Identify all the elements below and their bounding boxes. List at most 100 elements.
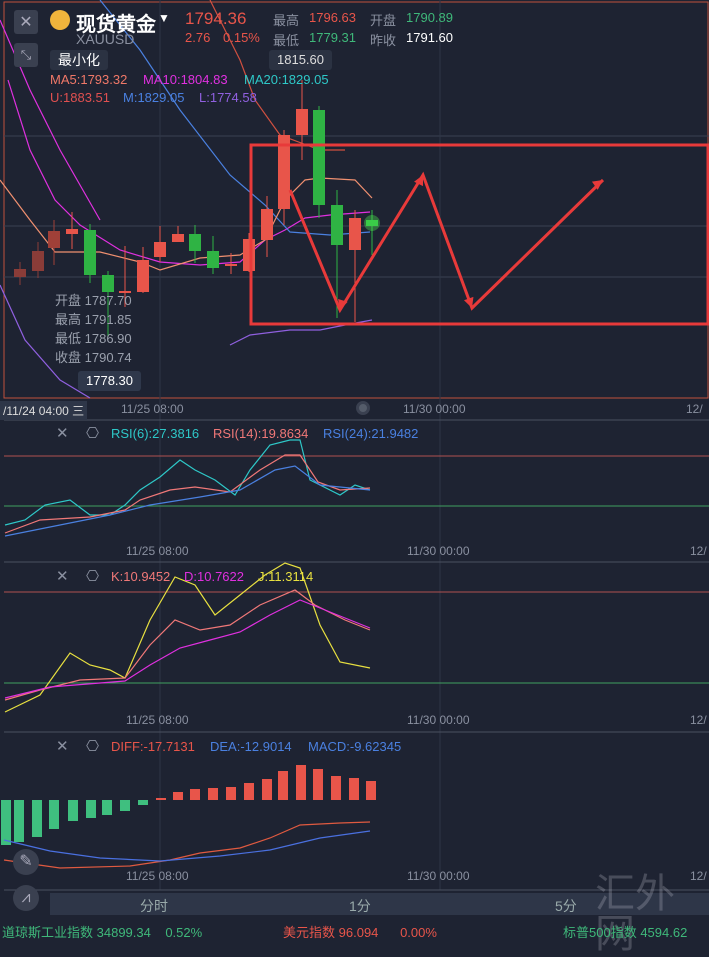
macd-histogram-bar: [262, 779, 272, 800]
macd-histogram-bar: [349, 778, 359, 800]
ohlc-low: 1786.90: [84, 331, 132, 346]
candle: [137, 260, 149, 292]
change-pct: 0.15%: [223, 30, 260, 45]
macd-histogram-bar: [208, 788, 218, 800]
candle: [278, 135, 290, 209]
low-label: 最低: [273, 33, 300, 48]
rsi24-value: RSI(24):21.9482: [323, 426, 419, 441]
settings-macd-icon[interactable]: ⎔: [86, 738, 100, 755]
macd-histogram-bar: [120, 800, 130, 811]
k-line: [4, 589, 371, 701]
macd-histogram-bar: [244, 783, 254, 800]
chart-line-icon: ⩘: [21, 889, 31, 906]
macd-histogram-bar: [278, 771, 288, 800]
kline-chart[interactable]: [0, 0, 709, 933]
settings-rsi-icon[interactable]: ⎔: [86, 425, 100, 442]
macd-histogram-bar: [68, 800, 78, 821]
prev-close-value: 1791.60: [406, 30, 453, 45]
time-label: 11/25 08:00: [126, 713, 189, 727]
close-kdj-icon[interactable]: ✕: [56, 568, 69, 585]
high-value: 1796.63: [309, 10, 356, 25]
scroll-handle[interactable]: [356, 401, 370, 415]
candle: [207, 251, 219, 268]
diff-value: DIFF:-17.7131: [111, 739, 195, 754]
j-line: [4, 562, 371, 713]
boll-lower-line: [0, 284, 91, 399]
time-label: 12/: [690, 713, 707, 727]
macd-histogram-bar: [14, 800, 24, 842]
period-tab[interactable]: 1分: [349, 898, 371, 914]
minimize-button[interactable]: ⤡: [14, 43, 38, 67]
candle: [102, 275, 114, 292]
ohlc-close-label: 收盘: [55, 350, 82, 365]
ma10-value: MA10:1804.83: [143, 72, 228, 87]
time-label: 11/30 00:00: [407, 713, 470, 727]
macd-histogram-bar: [156, 798, 166, 800]
change: 2.76: [185, 30, 211, 45]
rsi14-value: RSI(14):19.8634: [213, 426, 309, 441]
macd-histogram-bar: [49, 800, 59, 829]
macd-histogram-bar: [313, 769, 323, 800]
arrow-head-icon: [591, 180, 603, 190]
minimize-icon: ⤡: [20, 47, 32, 62]
candle: [32, 251, 44, 271]
ohlc-high: 1791.85: [84, 312, 132, 327]
ohlc-low-label: 最低: [55, 331, 82, 346]
macd-histogram-bar: [190, 789, 200, 800]
ticker-item[interactable]: 美元指数 96.094 0.00%: [283, 925, 437, 940]
candle: [313, 110, 325, 205]
time-label: 11/30 00:00: [407, 544, 470, 558]
rsi6-value: RSI(6):27.3816: [111, 426, 200, 441]
candle: [66, 229, 78, 234]
watermark: 汇外网: [595, 871, 675, 957]
close-rsi-icon[interactable]: ✕: [56, 425, 69, 442]
candle: [84, 230, 96, 275]
time-label: 12/: [690, 544, 707, 558]
high-label: 最高: [273, 13, 300, 28]
settings-kdj-icon[interactable]: ⎔: [86, 568, 100, 585]
ohlc-open: 1787.70: [84, 293, 132, 308]
ohlc-open-label: 开盘: [55, 293, 82, 308]
time-label: 11/30 00:00: [407, 869, 470, 883]
close-button[interactable]: ✕: [14, 10, 38, 34]
boll-mid: M:1829.05: [123, 90, 185, 105]
j-value: J:11.3114: [258, 569, 314, 584]
close-icon: ✕: [19, 14, 33, 31]
macd-histogram-bar: [32, 800, 42, 837]
macd-histogram-bar: [296, 765, 306, 800]
period-tab[interactable]: 5分: [555, 898, 577, 914]
macd-histogram-bar: [331, 776, 341, 800]
macd-histogram-bar: [1, 800, 11, 845]
candle: [243, 239, 255, 271]
candle: [119, 291, 131, 293]
period-bar: 分时 1分 5分: [50, 893, 709, 915]
k-value: K:10.9452: [111, 569, 171, 584]
time-label: 11/25 08:00: [121, 402, 184, 416]
dropdown-caret-icon[interactable]: ▼: [158, 11, 170, 25]
indicator-button[interactable]: ⩘: [13, 885, 39, 911]
boll-lower: L:1774.58: [199, 90, 257, 105]
draw-tool-button[interactable]: ✎: [13, 849, 39, 875]
time-label: 11/25 08:00: [126, 869, 189, 883]
open-value: 1790.89: [406, 10, 453, 25]
open-label: 开盘: [370, 13, 397, 28]
symbol: XAUUSD: [76, 31, 135, 47]
macd-value: MACD:-9.62345: [308, 739, 402, 754]
prev-close-label: 昨收: [370, 33, 397, 48]
last-price-glow: [364, 215, 380, 231]
ma5-value: MA5:1793.32: [50, 72, 128, 87]
time-label: 12/: [690, 869, 707, 883]
candle: [331, 205, 343, 245]
time-label: 12/: [686, 402, 703, 416]
ticker-item[interactable]: 标普500指数 4594.62: [563, 925, 688, 940]
minimize-tooltip: 最小化: [50, 50, 108, 70]
instrument-title[interactable]: 现货黄金: [76, 14, 156, 36]
ticker-item[interactable]: 道琼斯工业指数 34899.34 0.52%: [2, 925, 203, 940]
time-label: 11/30 00:00: [403, 402, 466, 416]
close-macd-icon[interactable]: ✕: [56, 738, 69, 755]
boll-upper: U:1883.51: [50, 90, 110, 105]
candle: [261, 209, 273, 240]
arrow-head-icon: [338, 298, 348, 310]
ohlc-high-label: 最高: [55, 312, 82, 327]
period-tab[interactable]: 分时: [140, 898, 168, 914]
